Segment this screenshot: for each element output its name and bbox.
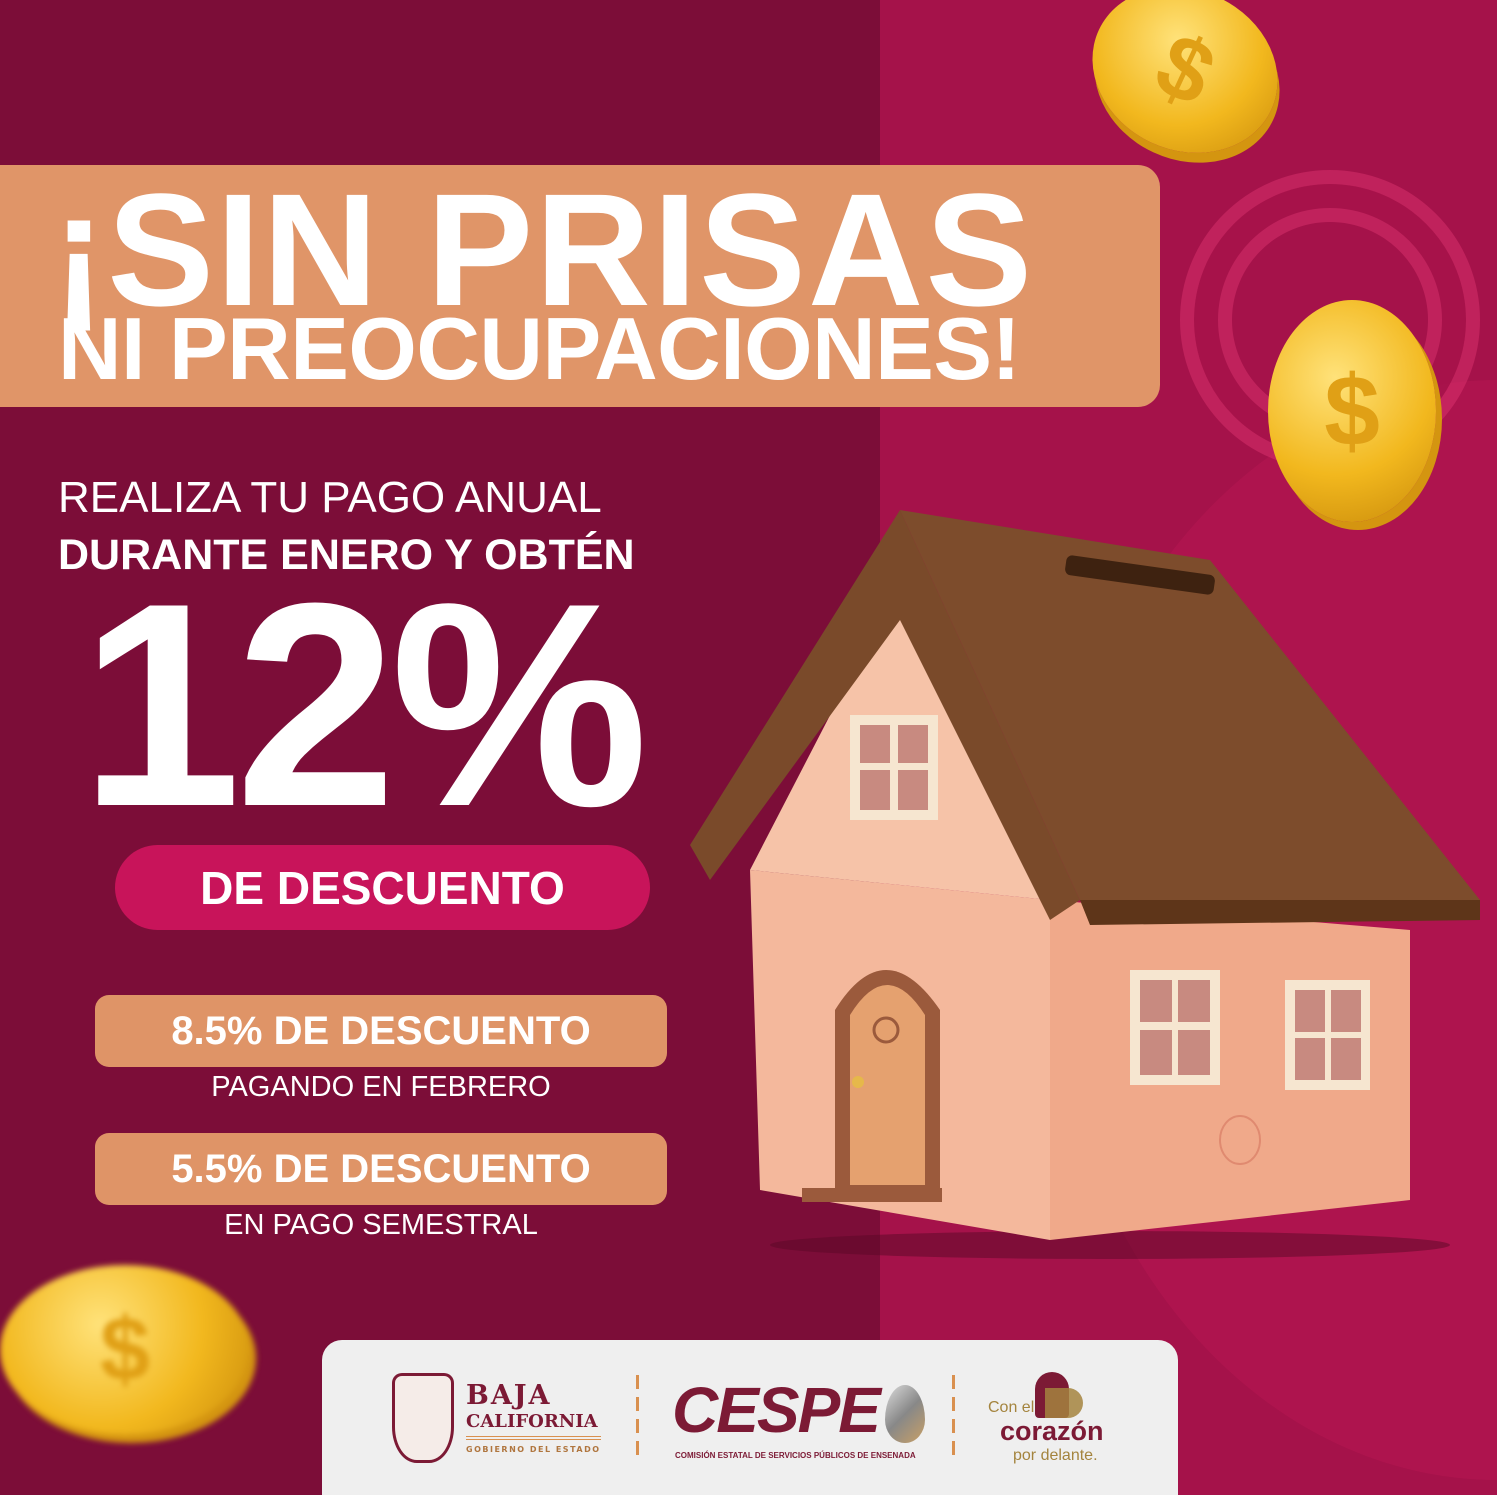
coin-symbol: $ [1141, 13, 1230, 126]
option-2-title: 5.5% DE DESCUENTO [95, 1133, 667, 1205]
piggy-bank-house-icon [690, 510, 1480, 1259]
gov-logo-line2: CALIFORNIA [466, 1411, 598, 1432]
coin-symbol: $ [99, 1299, 151, 1400]
option-1-title: 8.5% DE DESCUENTO [95, 995, 667, 1067]
option-2-subtitle: EN PAGO SEMESTRAL [224, 1209, 538, 1241]
footer-logo-bar [322, 1340, 1178, 1495]
gov-logo-rule [466, 1436, 601, 1440]
offer-line2: DURANTE ENERO Y OBTÉN [58, 531, 635, 579]
heart-logo-icon-part [1045, 1388, 1083, 1418]
discount-value: 12% [80, 543, 648, 867]
window [850, 715, 938, 820]
headline-line1: ¡SIN PRISAS [52, 160, 1035, 339]
cespe-logo: CESPE [672, 1374, 881, 1446]
slogan-line1: Con el [988, 1399, 1035, 1416]
coin-icon: $ [0, 1265, 250, 1435]
gov-logo-line3: GOBIERNO DEL ESTADO [466, 1445, 601, 1454]
divider [952, 1375, 955, 1460]
divider [636, 1375, 639, 1460]
slogan-line2: corazón [1000, 1416, 1104, 1446]
cespe-drop-icon [885, 1385, 925, 1443]
gov-logo-line1: BAJA [466, 1380, 552, 1411]
option-1-subtitle: PAGANDO EN FEBRERO [211, 1071, 551, 1103]
discount-label: DE DESCUENTO [115, 845, 650, 930]
coin-symbol: $ [1324, 354, 1380, 467]
offer-line1: REALIZA TU PAGO ANUAL [58, 473, 602, 522]
coin-icon: $ [1268, 300, 1436, 522]
slogan-line3: por delante. [1013, 1447, 1098, 1464]
baja-california-coat-of-arms-icon [392, 1373, 454, 1463]
headline-banner [0, 165, 1160, 407]
headline-line2: NI PREOCUPACIONES! [58, 299, 1021, 398]
cespe-subtitle: COMISIÓN ESTATAL DE SERVICIOS PÚBLICOS D… [675, 1451, 916, 1460]
